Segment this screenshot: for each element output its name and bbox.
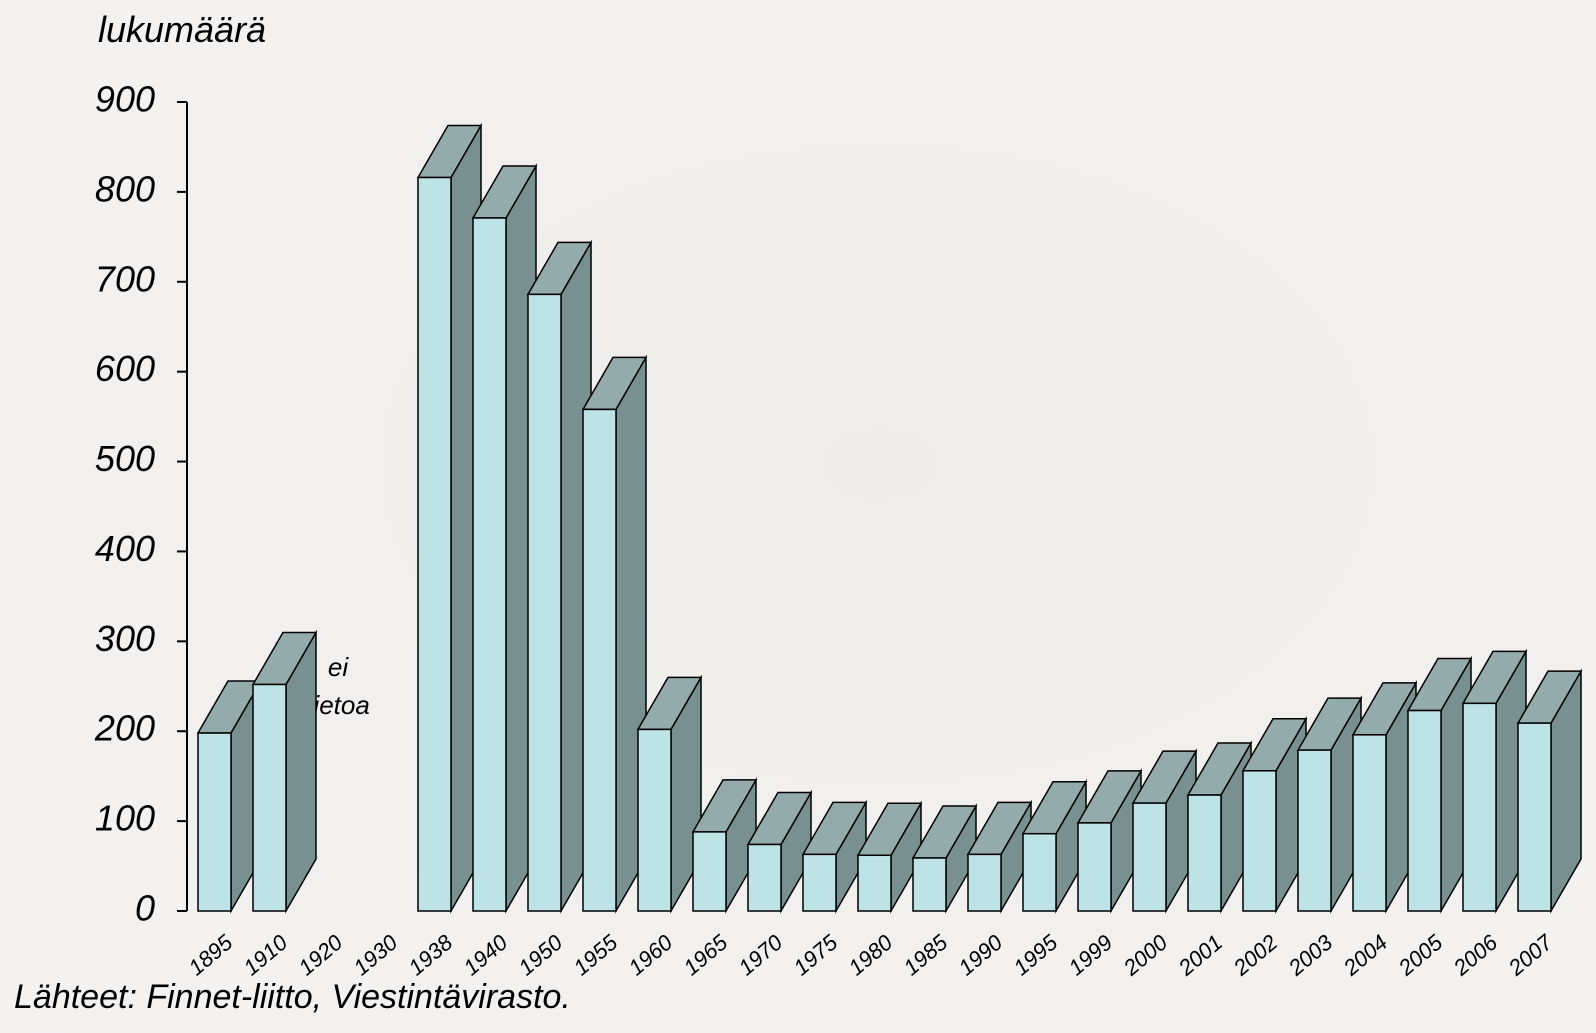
bar (802, 853, 837, 912)
bar (637, 728, 672, 912)
bar (1022, 832, 1057, 912)
bar (912, 857, 947, 912)
y-tick-label: 300 (95, 618, 155, 659)
y-tick-label: 0 (135, 888, 155, 929)
y-tick-label: 200 (94, 708, 155, 749)
bar (1297, 749, 1332, 912)
bar (1517, 722, 1552, 912)
source: Lähteet: Finnet-liitto, Viestintävirasto… (14, 978, 571, 1016)
annotation: ei (328, 652, 349, 682)
bar (967, 853, 1002, 912)
y-tick-label: 600 (95, 348, 155, 389)
bar (472, 217, 507, 912)
y-tick-label: 500 (95, 438, 155, 479)
y-axis-label: lukumäärä (98, 9, 266, 50)
y-tick-label: 900 (95, 79, 155, 120)
bar (1187, 794, 1222, 912)
bar (252, 683, 287, 912)
bar (1462, 702, 1497, 912)
bar (692, 831, 727, 912)
bar (1407, 709, 1442, 912)
bar (747, 843, 782, 912)
bar (1352, 734, 1387, 912)
bar (1242, 770, 1277, 912)
y-tick-label: 400 (95, 528, 155, 569)
bar (527, 293, 562, 912)
bar (582, 408, 617, 912)
bar (1077, 822, 1112, 912)
y-tick-label: 800 (95, 168, 155, 209)
annotation: tietoa (306, 690, 370, 720)
y-tick-label: 100 (95, 798, 155, 839)
bar (1132, 802, 1167, 912)
bar (417, 176, 452, 912)
y-tick-label: 700 (95, 258, 155, 299)
bar (197, 732, 232, 912)
bar (857, 854, 892, 912)
